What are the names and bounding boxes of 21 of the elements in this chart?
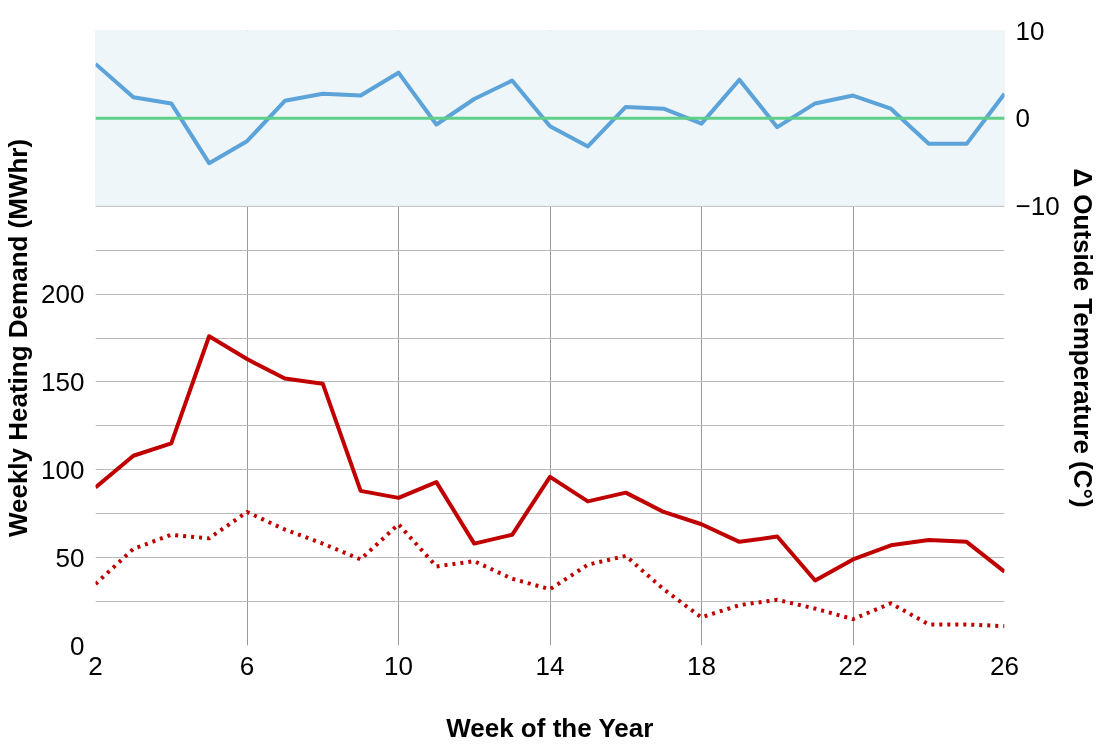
y-axis-title: Weekly Heating Demand (MWhr) <box>3 138 34 538</box>
y2-axis-title: Δ Outside Temperature (C°) <box>1067 168 1098 508</box>
x-tick-label: 22 <box>838 650 868 681</box>
y2-tick-label: 0 <box>1015 103 1030 134</box>
y2-tick-label: 10 <box>1015 15 1045 46</box>
x-tick-label: 10 <box>384 650 413 681</box>
x-tick-label: 26 <box>990 650 1019 681</box>
x-tick-label: 18 <box>687 650 716 681</box>
line-series <box>95 61 1005 166</box>
x-axis-title: Week of the Year <box>446 712 654 743</box>
line-series <box>95 509 1005 629</box>
x-tick-label: 6 <box>239 650 255 681</box>
y-tick-label: 0 <box>70 630 85 661</box>
y-tick-label: 100 <box>41 454 85 485</box>
x-tick-label: 14 <box>535 650 565 681</box>
y-tick-label: 200 <box>41 279 85 310</box>
y-tick-label: 50 <box>55 542 85 573</box>
y-tick-label: 150 <box>41 366 85 397</box>
x-tick-label: 2 <box>88 650 103 681</box>
y2-tick-label: −10 <box>1015 191 1060 222</box>
line-series <box>95 334 1005 583</box>
